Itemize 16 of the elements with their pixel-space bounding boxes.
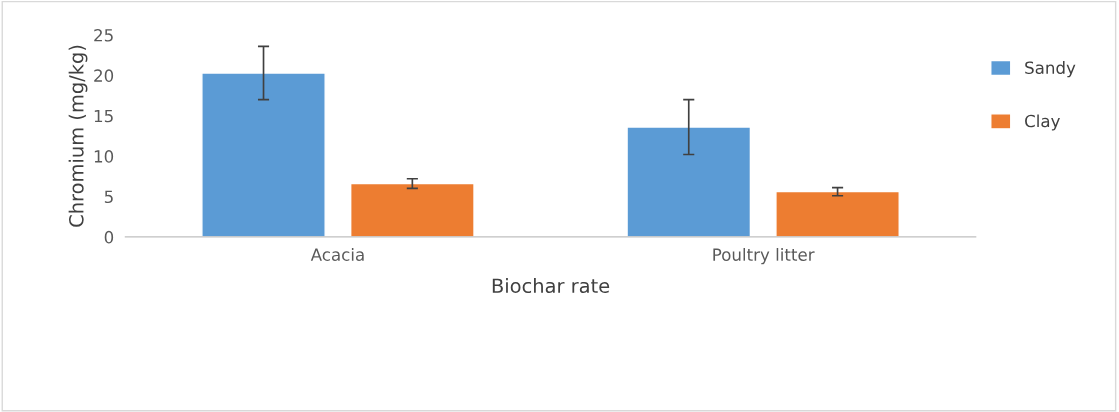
x-axis-title: Biochar rate bbox=[492, 278, 610, 294]
y-tick-label: 5 bbox=[104, 190, 113, 204]
y-tick-label: 0 bbox=[104, 230, 114, 244]
legend-label: Clay bbox=[1025, 114, 1060, 131]
bar bbox=[349, 182, 475, 237]
y-tick-label: 25 bbox=[94, 28, 113, 42]
legend-label: Sandy bbox=[1025, 61, 1076, 78]
y-tick-label: 20 bbox=[94, 69, 114, 82]
x-tick-label: Poultry litter bbox=[713, 248, 815, 265]
y-tick-label: 15 bbox=[94, 109, 113, 123]
bar bbox=[626, 126, 752, 237]
y-tick-label: 10 bbox=[94, 150, 114, 163]
x-tick-label: Acacia bbox=[310, 248, 364, 261]
y-axis-title: Chromium (mg/kg) bbox=[68, 45, 88, 227]
bar bbox=[201, 72, 326, 237]
bar bbox=[775, 190, 900, 237]
